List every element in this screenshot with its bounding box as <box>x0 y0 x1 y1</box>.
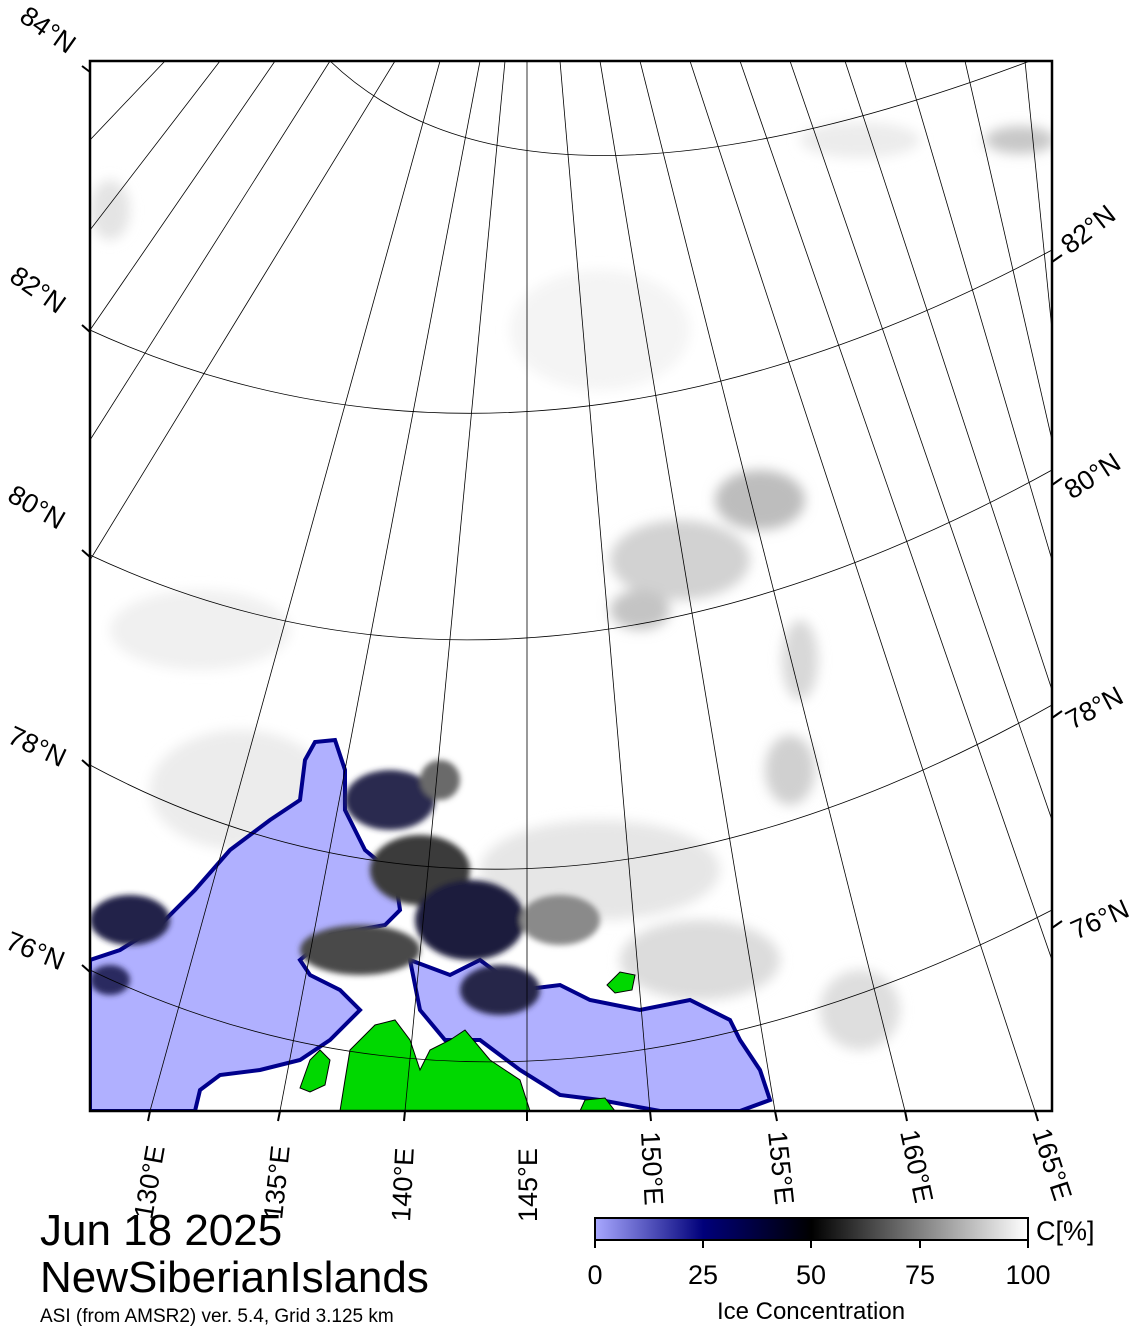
map-source-note: ASI (from AMSR2) ver. 5.4, Grid 3.125 km <box>40 1306 394 1327</box>
land-islet-2 <box>606 971 636 994</box>
ice-texture <box>90 122 1052 1050</box>
lat-label-78n-left: 78°N <box>3 720 70 773</box>
colorbar-gradient <box>594 1217 1029 1241</box>
colorbar-tick-25: 25 <box>688 1260 718 1290</box>
lon-label-145e: 145°E <box>513 1148 543 1222</box>
lat-label-78n-right: 78°N <box>1061 680 1128 735</box>
lat-label-82n-left: 82°N <box>5 260 72 319</box>
mixed-ice-band <box>90 760 600 1015</box>
colorbar: 0 25 50 75 100 C[%] Ice Concentration <box>587 1216 1094 1325</box>
colorbar-tick-0: 0 <box>587 1260 602 1290</box>
colorbar-unit: C[%] <box>1036 1216 1095 1246</box>
lon-label-140e: 140°E <box>386 1147 420 1222</box>
lat-label-76n-right: 76°N <box>1066 894 1133 946</box>
lat-labels-left: 84°N 82°N 80°N 78°N 76°N <box>2 0 91 976</box>
colorbar-title: Ice Concentration <box>717 1298 905 1325</box>
map-region-title: NewSiberianIslands <box>40 1253 429 1302</box>
lat-labels-right: 82°N 80°N 78°N 76°N <box>1051 199 1134 946</box>
land-islet-1 <box>299 1049 331 1093</box>
lat-label-82n-right: 82°N <box>1055 199 1121 260</box>
map-frame <box>88 59 1054 1113</box>
lon-label-150e: 150°E <box>635 1131 669 1206</box>
colorbar-tick-50: 50 <box>796 1260 826 1290</box>
colorbar-tick-100: 100 <box>1005 1260 1050 1290</box>
lon-label-165e: 165°E <box>1026 1125 1077 1205</box>
lat-label-76n-left: 76°N <box>2 926 69 976</box>
lat-label-84n: 84°N <box>15 0 82 59</box>
graticule-parallels <box>90 61 1052 1063</box>
lat-label-80n-left: 80°N <box>3 479 70 535</box>
land-islet-3 <box>579 1097 616 1111</box>
lon-label-160e: 160°E <box>894 1127 939 1205</box>
graticule-meridians <box>90 61 1052 1111</box>
colorbar-tick-75: 75 <box>905 1260 935 1290</box>
lon-label-155e: 155°E <box>762 1129 800 1206</box>
map-date: Jun 18 2025 <box>40 1206 283 1255</box>
lat-label-80n-right: 80°N <box>1059 447 1126 505</box>
